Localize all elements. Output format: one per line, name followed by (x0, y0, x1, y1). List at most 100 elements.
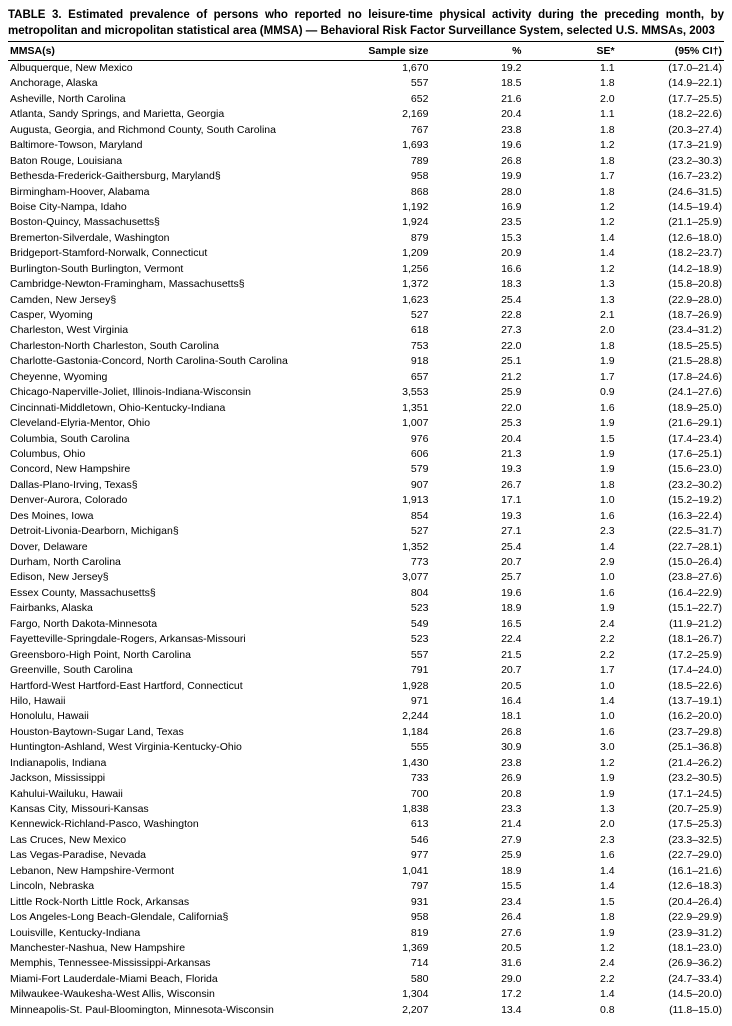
table-row: Denver-Aurora, Colorado1,91317.11.0(15.2… (8, 493, 724, 508)
table-row: Indianapolis, Indiana1,43023.81.2(21.4–2… (8, 756, 724, 771)
cell-mmsa: Bremerton-Silverdale, Washington (8, 231, 337, 246)
table-row: Kennewick-Richland-Pasco, Washington6132… (8, 817, 724, 832)
cell-mmsa: Las Cruces, New Mexico (8, 833, 337, 848)
cell-ci: (18.1–26.7) (617, 632, 724, 647)
cell-se: 2.0 (524, 323, 617, 338)
cell-se: 1.3 (524, 277, 617, 292)
table-row: Detroit-Livonia-Dearborn, Michigan§52727… (8, 524, 724, 539)
cell-mmsa: Birmingham-Hoover, Alabama (8, 185, 337, 200)
table-row: Augusta, Georgia, and Richmond County, S… (8, 123, 724, 138)
table-row: Anchorage, Alaska55718.51.8(14.9–22.1) (8, 76, 724, 91)
table-row: Little Rock-North Little Rock, Arkansas9… (8, 895, 724, 910)
cell-mmsa: Denver-Aurora, Colorado (8, 493, 337, 508)
cell-ci: (17.4–23.4) (617, 432, 724, 447)
cell-se: 1.8 (524, 76, 617, 91)
cell-ci: (26.9–36.2) (617, 956, 724, 971)
cell-ci: (17.6–25.1) (617, 447, 724, 462)
table-row: Cambridge-Newton-Framingham, Massachuset… (8, 277, 724, 292)
table-row: Dallas-Plano-Irving, Texas§90726.71.8(23… (8, 478, 724, 493)
cell-mmsa: Charleston-North Charleston, South Carol… (8, 339, 337, 354)
cell-se: 1.2 (524, 756, 617, 771)
cell-ci: (17.0–21.4) (617, 61, 724, 77)
cell-percent: 22.8 (430, 308, 523, 323)
cell-se: 1.0 (524, 493, 617, 508)
cell-ci: (22.5–31.7) (617, 524, 724, 539)
cell-sample-size: 773 (337, 555, 430, 570)
cell-percent: 26.4 (430, 910, 523, 925)
cell-ci: (17.5–25.3) (617, 817, 724, 832)
cell-se: 1.8 (524, 123, 617, 138)
cell-mmsa: Casper, Wyoming (8, 308, 337, 323)
cell-percent: 23.8 (430, 123, 523, 138)
cell-mmsa: Huntington-Ashland, West Virginia-Kentuc… (8, 740, 337, 755)
cell-se: 1.4 (524, 987, 617, 1002)
cell-ci: (18.9–25.0) (617, 401, 724, 416)
cell-mmsa: Las Vegas-Paradise, Nevada (8, 848, 337, 863)
cell-ci: (20.3–27.4) (617, 123, 724, 138)
cell-sample-size: 606 (337, 447, 430, 462)
cell-mmsa: Houston-Baytown-Sugar Land, Texas (8, 725, 337, 740)
cell-ci: (17.7–25.5) (617, 92, 724, 107)
cell-se: 2.0 (524, 817, 617, 832)
cell-percent: 27.6 (430, 926, 523, 941)
cell-se: 1.6 (524, 725, 617, 740)
cell-ci: (23.3–32.5) (617, 833, 724, 848)
table-row: Charleston, West Virginia61827.32.0(23.4… (8, 323, 724, 338)
col-header-percent: % (430, 42, 523, 61)
table-row: Baltimore-Towson, Maryland1,69319.61.2(1… (8, 138, 724, 153)
cell-mmsa: Columbia, South Carolina (8, 432, 337, 447)
cell-mmsa: Baton Rouge, Louisiana (8, 154, 337, 169)
cell-sample-size: 546 (337, 833, 430, 848)
cell-sample-size: 700 (337, 787, 430, 802)
cell-ci: (16.7–23.2) (617, 169, 724, 184)
cell-percent: 18.9 (430, 601, 523, 616)
cell-sample-size: 1,041 (337, 864, 430, 879)
cell-percent: 26.9 (430, 771, 523, 786)
table-row: Louisville, Kentucky-Indiana81927.61.9(2… (8, 926, 724, 941)
cell-sample-size: 868 (337, 185, 430, 200)
prevalence-table: MMSA(s) Sample size % SE* (95% CI†) Albu… (8, 41, 724, 1018)
cell-se: 2.4 (524, 956, 617, 971)
table-row: Columbus, Ohio60621.31.9(17.6–25.1) (8, 447, 724, 462)
cell-mmsa: Fayetteville-Springdale-Rogers, Arkansas… (8, 632, 337, 647)
cell-mmsa: Augusta, Georgia, and Richmond County, S… (8, 123, 337, 138)
table-row: Atlanta, Sandy Springs, and Marietta, Ge… (8, 107, 724, 122)
cell-sample-size: 958 (337, 910, 430, 925)
cell-ci: (23.2–30.3) (617, 154, 724, 169)
cell-sample-size: 555 (337, 740, 430, 755)
table-row: Kahului-Wailuku, Hawaii70020.81.9(17.1–2… (8, 787, 724, 802)
cell-se: 1.9 (524, 601, 617, 616)
cell-ci: (22.9–29.9) (617, 910, 724, 925)
cell-ci: (20.4–26.4) (617, 895, 724, 910)
cell-se: 1.8 (524, 339, 617, 354)
cell-mmsa: Edison, New Jersey§ (8, 570, 337, 585)
cell-ci: (23.8–27.6) (617, 570, 724, 585)
cell-mmsa: Asheville, North Carolina (8, 92, 337, 107)
cell-ci: (22.7–29.0) (617, 848, 724, 863)
table-row: Cleveland-Elyria-Mentor, Ohio1,00725.31.… (8, 416, 724, 431)
cell-se: 0.9 (524, 385, 617, 400)
table-row: Manchester-Nashua, New Hampshire1,36920.… (8, 941, 724, 956)
cell-percent: 21.4 (430, 817, 523, 832)
cell-percent: 15.5 (430, 879, 523, 894)
table-row: Asheville, North Carolina65221.62.0(17.7… (8, 92, 724, 107)
cell-se: 2.2 (524, 648, 617, 663)
cell-ci: (18.2–23.7) (617, 246, 724, 261)
cell-se: 1.7 (524, 663, 617, 678)
cell-sample-size: 557 (337, 648, 430, 663)
cell-ci: (12.6–18.0) (617, 231, 724, 246)
cell-mmsa: Essex County, Massachusetts§ (8, 586, 337, 601)
cell-mmsa: Cheyenne, Wyoming (8, 370, 337, 385)
table-row: Bridgeport-Stamford-Norwalk, Connecticut… (8, 246, 724, 261)
cell-ci: (17.2–25.9) (617, 648, 724, 663)
cell-ci: (15.8–20.8) (617, 277, 724, 292)
cell-mmsa: Milwaukee-Waukesha-West Allis, Wisconsin (8, 987, 337, 1002)
cell-percent: 19.9 (430, 169, 523, 184)
table-row: Des Moines, Iowa85419.31.6(16.3–22.4) (8, 509, 724, 524)
cell-se: 1.0 (524, 570, 617, 585)
cell-mmsa: Boston-Quincy, Massachusetts§ (8, 215, 337, 230)
cell-ci: (23.2–30.5) (617, 771, 724, 786)
cell-mmsa: Columbus, Ohio (8, 447, 337, 462)
col-header-sample-size: Sample size (337, 42, 430, 61)
cell-sample-size: 931 (337, 895, 430, 910)
